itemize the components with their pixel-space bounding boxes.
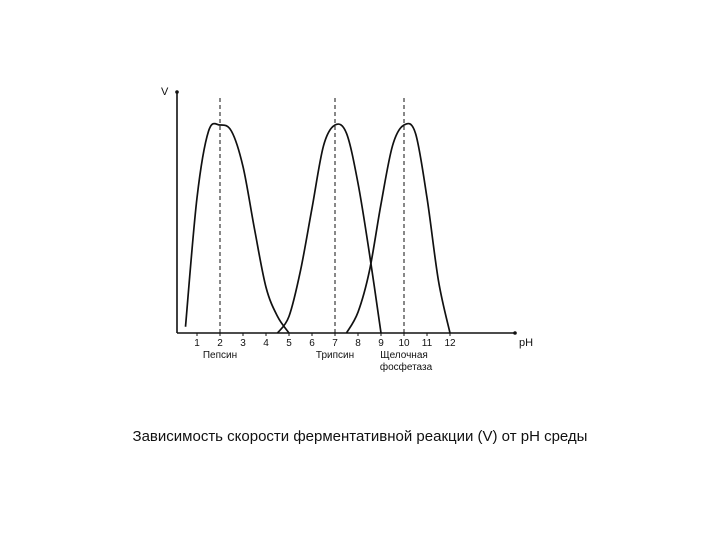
x-tick-label: 12 xyxy=(444,338,456,349)
x-axis-label: pH xyxy=(519,337,533,349)
x-tick-label: 10 xyxy=(398,338,410,349)
y-axis-arrow xyxy=(175,90,179,94)
enzyme-label-3: Щелочная xyxy=(380,350,428,361)
figure-caption: Зависимость скорости ферментативной реак… xyxy=(132,428,588,445)
enzyme-label-3: фосфетаза xyxy=(380,361,433,373)
x-tick-label: 3 xyxy=(240,338,246,349)
enzyme-label-1: Пепсин xyxy=(203,350,237,361)
x-axis-arrow xyxy=(513,331,517,335)
x-tick-label: 5 xyxy=(286,338,292,349)
x-tick-label: 8 xyxy=(355,338,361,349)
series-line-2 xyxy=(276,123,382,334)
series-line-3 xyxy=(345,122,451,334)
enzyme-label-2: Трипсин xyxy=(316,350,354,361)
x-ticks: 1 2 3 4 5 6 7 8 9 10 11 12 xyxy=(194,333,456,349)
x-tick-label: 2 xyxy=(217,338,223,349)
series-line-1 xyxy=(184,122,290,334)
x-tick-label: 7 xyxy=(332,338,338,349)
x-tick-label: 4 xyxy=(263,338,269,349)
x-tick-label: 6 xyxy=(309,338,315,349)
x-tick-label: 9 xyxy=(378,338,384,349)
y-axis-label: V xyxy=(161,86,169,98)
series-curves xyxy=(184,122,451,334)
axes: VpH xyxy=(161,86,533,349)
x-tick-label: 11 xyxy=(422,338,433,349)
x-tick-label: 1 xyxy=(194,338,200,349)
